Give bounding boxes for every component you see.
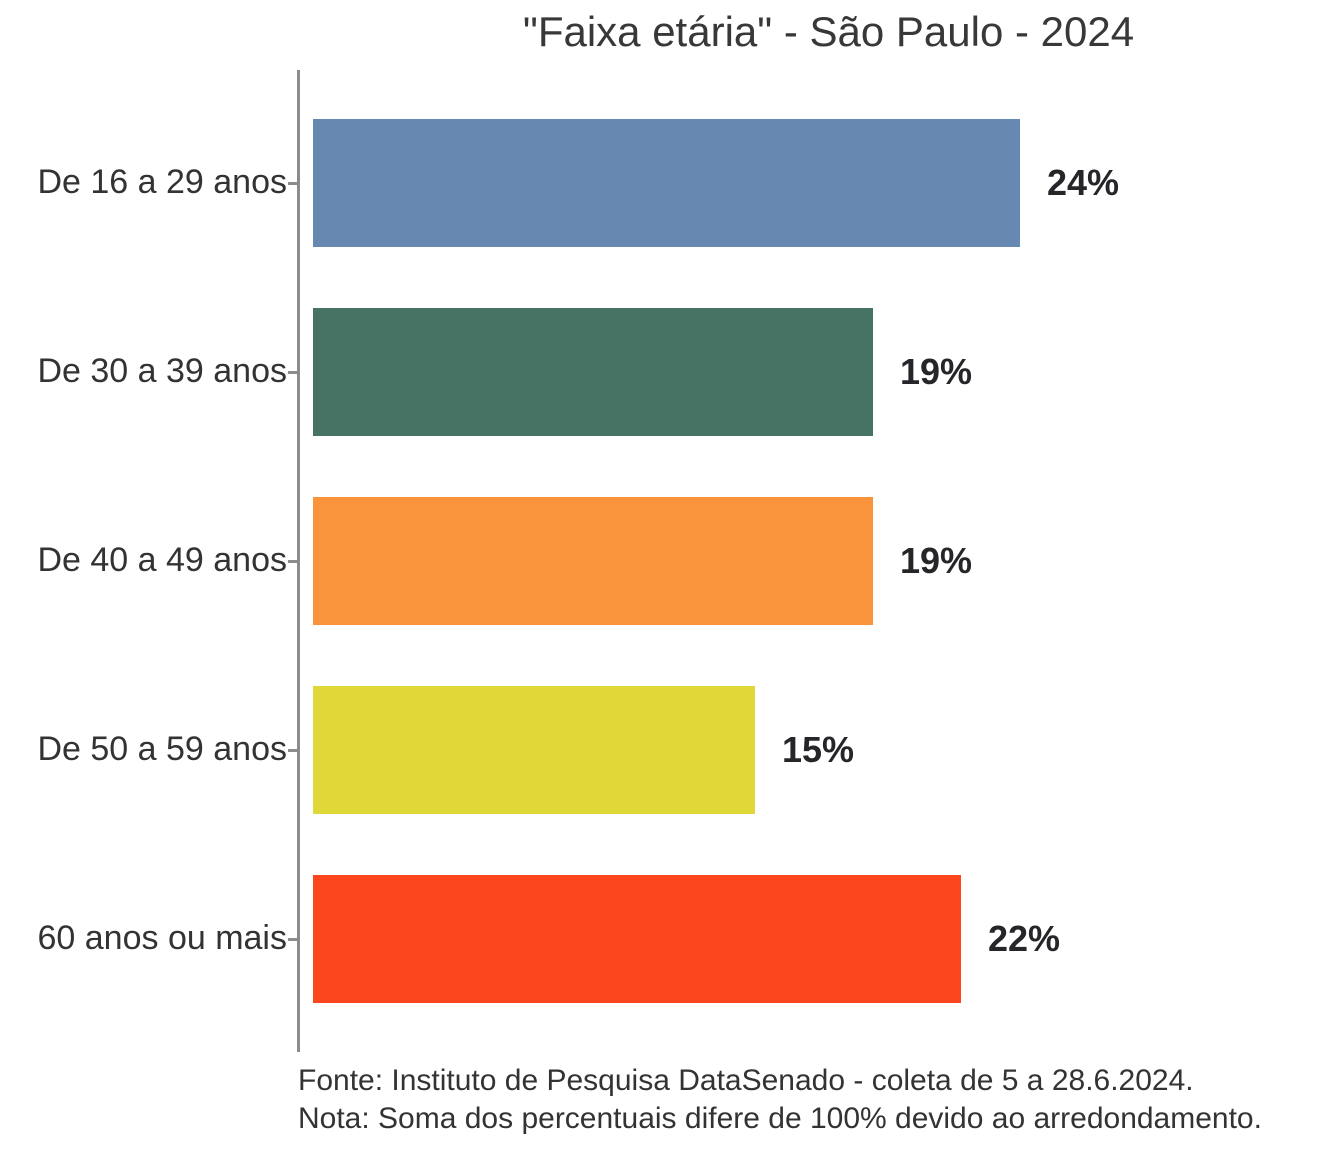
value-label: 22%	[988, 918, 1061, 959]
category-label: De 16 a 29 anos	[37, 163, 287, 201]
axis-tick	[288, 749, 297, 752]
rounding-note: Nota: Soma dos percentuais difere de 100…	[298, 1102, 1262, 1135]
y-axis-line	[297, 70, 300, 1052]
bar	[313, 686, 755, 814]
value-label: 24%	[1047, 162, 1120, 203]
axis-tick	[288, 938, 297, 941]
axis-tick	[288, 182, 297, 185]
chart-title: "Faixa etária" - São Paulo - 2024	[522, 8, 1135, 55]
axis-tick	[288, 560, 297, 563]
bar	[313, 497, 873, 625]
value-label: 15%	[782, 729, 855, 770]
source-note: Fonte: Instituto de Pesquisa DataSenado …	[298, 1064, 1194, 1097]
axis-tick	[288, 371, 297, 374]
category-label: De 50 a 59 anos	[37, 730, 287, 768]
category-label: De 40 a 49 anos	[37, 541, 287, 579]
bar	[313, 119, 1020, 247]
category-label: 60 anos ou mais	[37, 919, 288, 957]
value-label: 19%	[900, 351, 973, 392]
bar	[313, 875, 961, 1003]
category-label: De 30 a 39 anos	[37, 352, 287, 390]
bar	[313, 308, 873, 436]
chart-footer: Fonte: Instituto de Pesquisa DataSenado …	[298, 1062, 1262, 1138]
value-label: 19%	[900, 540, 973, 581]
